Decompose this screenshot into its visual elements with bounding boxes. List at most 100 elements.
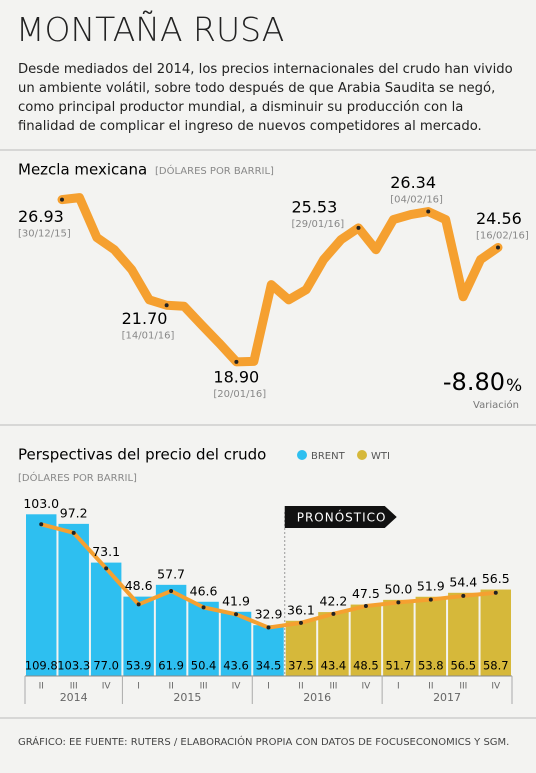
- value-label: 24.56: [476, 209, 522, 228]
- x-tick-label: III: [200, 682, 208, 692]
- x-tick-label: II: [428, 682, 433, 692]
- value-label: 18.90: [213, 367, 259, 386]
- point: [164, 303, 169, 308]
- legend-label: WTI: [371, 451, 390, 462]
- bar-label: 109.8: [25, 659, 58, 673]
- legend-label: BRENT: [311, 451, 346, 462]
- x-tick-label: III: [459, 682, 467, 692]
- intro-text: Desde mediados del 2014, los precios int…: [18, 62, 513, 134]
- value-label: 26.34: [390, 173, 436, 192]
- point: [234, 359, 239, 364]
- wti-label: 32.9: [255, 607, 283, 622]
- x-tick-label: I: [397, 682, 400, 692]
- x-tick-label: IV: [361, 682, 371, 692]
- date-label: [20/01/16]: [213, 389, 266, 400]
- x-tick-label: IV: [232, 682, 242, 692]
- x-tick-label: II: [39, 682, 44, 692]
- bar-label: 53.9: [126, 659, 152, 673]
- wti-point: [104, 566, 109, 571]
- wti-point: [363, 604, 368, 609]
- wti-label: 56.5: [482, 571, 510, 586]
- wti-point: [201, 605, 206, 610]
- date-label: [30/12/15]: [18, 229, 71, 240]
- wti-label: 103.0: [23, 496, 59, 511]
- wti-point: [136, 602, 141, 607]
- bar: [415, 596, 447, 676]
- chart-subtitle: [DÓLARES POR BARRIL]: [155, 164, 274, 177]
- x-tick-label: II: [298, 682, 303, 692]
- wti-label: 73.1: [92, 544, 120, 559]
- wti-label: 47.5: [352, 586, 380, 601]
- wti-label: 42.2: [320, 594, 348, 609]
- year-label: 2016: [303, 691, 331, 704]
- wti-point: [493, 590, 498, 595]
- x-tick-label: I: [137, 682, 140, 692]
- bar-label: 56.5: [450, 659, 476, 673]
- price-line: [57, 193, 503, 367]
- bar-label: 53.8: [418, 659, 444, 673]
- change-unit: %: [506, 376, 522, 396]
- bar-label: 51.7: [386, 659, 412, 673]
- wti-label: 57.7: [157, 566, 185, 581]
- bar: [285, 620, 317, 676]
- wti-point: [396, 600, 401, 605]
- bar-label: 61.9: [158, 659, 184, 673]
- chart-subtitle: [DÓLARES POR BARRIL]: [18, 471, 137, 484]
- chart-title: Mezcla mexicana: [18, 161, 147, 179]
- bar: [383, 599, 414, 676]
- wti-point: [234, 612, 239, 617]
- x-tick-label: IV: [491, 682, 501, 692]
- bar-label: 37.5: [288, 659, 314, 673]
- bar-label: 34.5: [256, 659, 282, 673]
- wti-point: [298, 620, 303, 625]
- legend-swatch: [357, 450, 367, 460]
- year-label: 2017: [433, 691, 461, 704]
- wti-point: [331, 611, 336, 616]
- forecast-label: PRONÓSTICO: [297, 510, 387, 525]
- x-tick-label: III: [329, 682, 337, 692]
- point: [426, 209, 431, 214]
- x-tick-label: I: [267, 682, 270, 692]
- bar: [448, 592, 479, 676]
- bar: [123, 596, 154, 676]
- wti-label: 51.9: [417, 578, 445, 593]
- bar: [480, 589, 511, 676]
- legend-swatch: [297, 450, 307, 460]
- change-label: Variación: [473, 399, 519, 411]
- bar: [220, 611, 252, 676]
- bar-label: 48.5: [353, 659, 379, 673]
- date-label: [29/01/16]: [291, 219, 344, 230]
- bar: [253, 625, 284, 676]
- forecast-banner: [284, 506, 397, 528]
- wti-label: 36.1: [287, 602, 315, 617]
- wti-label: 54.4: [449, 574, 477, 589]
- bar: [188, 601, 219, 676]
- wti-point: [71, 530, 76, 535]
- bar-label: 50.4: [191, 659, 217, 673]
- value-label: 25.53: [291, 197, 337, 216]
- footer: GRÁFICO: EE FUENTE: RUTERS / ELABORACIÓN…: [18, 735, 509, 748]
- date-label: [14/01/16]: [122, 330, 175, 341]
- change-value: -8.80: [443, 368, 505, 396]
- bar: [350, 604, 382, 676]
- wti-point: [461, 593, 466, 598]
- bar-label: 77.0: [93, 659, 119, 673]
- wti-point: [428, 597, 433, 602]
- bar-label: 43.6: [223, 659, 249, 673]
- date-label: [04/02/16]: [390, 195, 443, 206]
- wti-label: 50.0: [384, 581, 412, 596]
- x-tick-label: IV: [102, 682, 112, 692]
- bar: [318, 612, 349, 676]
- bar: [155, 584, 187, 676]
- bar: [26, 514, 57, 676]
- wti-label: 48.6: [125, 578, 153, 593]
- date-label: [16/02/16]: [476, 230, 529, 241]
- title: MONTAÑA RUSA: [16, 10, 285, 49]
- value-label: 26.93: [18, 207, 64, 226]
- point: [60, 197, 64, 202]
- value-label: 21.70: [122, 309, 168, 328]
- wti-point: [39, 522, 44, 527]
- point: [356, 225, 361, 230]
